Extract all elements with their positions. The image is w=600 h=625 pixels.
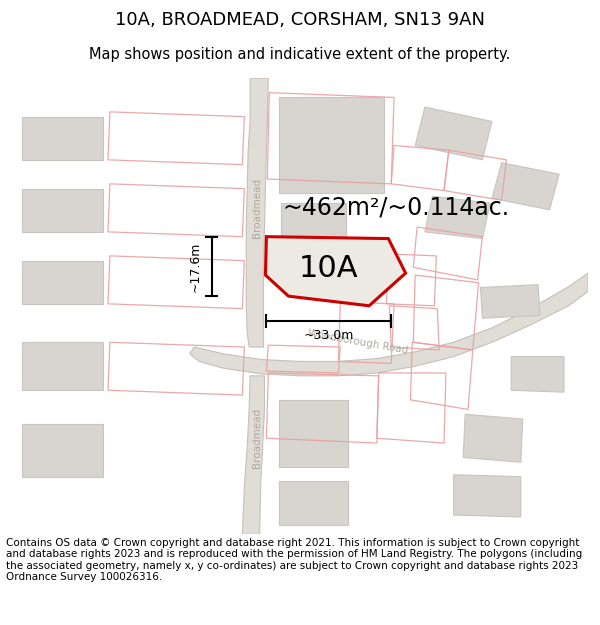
Polygon shape: [279, 400, 348, 467]
Polygon shape: [279, 481, 348, 524]
Text: 10A, BROADMEAD, CORSHAM, SN13 9AN: 10A, BROADMEAD, CORSHAM, SN13 9AN: [115, 11, 485, 29]
Text: 10A: 10A: [299, 254, 359, 283]
Polygon shape: [415, 107, 492, 160]
Polygon shape: [246, 78, 268, 347]
Text: Map shows position and indicative extent of the property.: Map shows position and indicative extent…: [89, 48, 511, 63]
Text: Woodborough Road: Woodborough Road: [307, 329, 409, 356]
Polygon shape: [265, 237, 406, 306]
Text: ~462m²/~0.114ac.: ~462m²/~0.114ac.: [283, 196, 510, 220]
Polygon shape: [242, 376, 265, 534]
Text: Broadmead: Broadmead: [252, 177, 262, 238]
Polygon shape: [22, 342, 103, 390]
Polygon shape: [463, 414, 523, 462]
Polygon shape: [22, 424, 103, 477]
Polygon shape: [279, 98, 385, 194]
Polygon shape: [481, 284, 540, 318]
Polygon shape: [190, 273, 588, 376]
Polygon shape: [22, 189, 103, 232]
Polygon shape: [22, 117, 103, 160]
Text: ~33.0m: ~33.0m: [304, 329, 354, 342]
Polygon shape: [22, 261, 103, 304]
Polygon shape: [492, 162, 559, 210]
Text: Broadmead: Broadmead: [252, 408, 262, 468]
Polygon shape: [425, 196, 490, 239]
Text: Contains OS data © Crown copyright and database right 2021. This information is : Contains OS data © Crown copyright and d…: [6, 538, 582, 582]
Text: ~17.6m: ~17.6m: [189, 241, 202, 292]
Polygon shape: [511, 357, 564, 392]
Polygon shape: [454, 475, 521, 517]
Polygon shape: [281, 203, 346, 275]
